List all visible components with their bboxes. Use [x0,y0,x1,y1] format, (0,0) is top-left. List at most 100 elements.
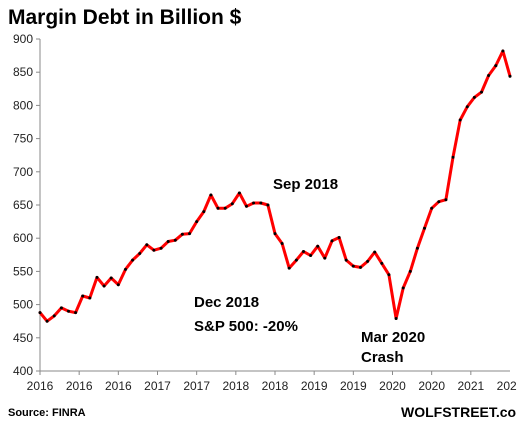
y-tick-label: 900 [13,32,33,46]
data-point [74,311,78,315]
brand-label: WOLFSTREET.com [401,404,517,420]
data-point [131,258,135,262]
data-point [95,275,99,279]
data-point [152,248,156,252]
data-point [366,259,370,263]
data-point [116,283,120,287]
y-tick-label: 800 [13,98,33,112]
x-tick-label: 2018 [262,379,289,393]
data-point [124,267,127,271]
data-point [323,256,327,260]
data-point [173,238,177,242]
x-tick-label: 2019 [301,379,328,393]
y-tick-label: 650 [13,198,33,212]
data-point [223,206,227,210]
data-point [237,191,241,195]
data-point [59,306,63,310]
data-point [359,265,362,269]
data-point [145,243,149,247]
y-tick-label: 750 [13,132,33,146]
plot-area: 400 450 500 550 600 650 700 750 800 850 900 2016 201… [13,32,517,393]
data-point [344,258,348,262]
data-point [465,105,469,109]
data-point [216,206,220,210]
series-line-1 [494,49,512,78]
x-tick-label: 2021 [457,379,484,393]
annotation-label: S&P 500: -20% [194,318,298,335]
data-point [373,250,377,254]
data-point [394,317,398,320]
data-point [45,319,49,323]
data-point [494,64,498,68]
data-point [180,232,184,236]
data-point [316,244,320,248]
data-point [380,261,384,265]
data-point [309,254,313,257]
data-point [401,286,405,290]
x-tick-label: 2020 [418,379,445,393]
x-tick-label: 2016 [105,379,132,393]
data-point [266,203,270,207]
data-point [302,250,305,253]
data-point [252,201,256,205]
data-point [109,276,113,280]
data-point [508,74,512,78]
annotation-label: Dec 2018 [194,294,259,311]
x-tick-label: 2017 [144,379,171,393]
annotation-label: Crash [361,349,404,366]
data-point [437,200,441,204]
data-point [387,273,391,277]
x-tick-label: 2016 [66,379,93,393]
data-point [38,311,42,315]
data-point [337,236,341,239]
chart-title: Margin Debt in Billion $ [8,6,242,29]
data-point [415,246,419,250]
data-point [159,246,163,250]
data-point [188,232,191,236]
annotation-label: Sep 2018 [273,176,338,193]
data-point [102,284,106,288]
data-point [480,90,483,94]
data-point [458,118,462,122]
data-point [81,294,85,298]
y-tick-label: 700 [13,165,33,179]
data-point [501,49,505,53]
data-point [430,206,434,210]
data-point [408,269,412,273]
source-label: Source: FINRA [8,407,86,419]
data-point [202,210,206,214]
x-tick-label: 2019 [340,379,367,393]
x-tick-label: 2021 [497,379,517,393]
data-point [423,226,426,230]
y-tick-label: 500 [13,298,33,312]
y-tick-label: 550 [13,264,33,278]
annotation-label: Mar 2020 [361,329,425,346]
data-point [166,240,170,243]
x-tick-label: 2016 [27,379,54,393]
data-point [487,74,491,77]
data-point [88,296,92,300]
y-tick-label: 450 [13,331,33,345]
data-point [351,264,355,268]
x-tick-label: 2020 [379,379,406,393]
data-point [294,258,298,262]
data-point [330,239,334,243]
y-tick-label: 600 [13,231,33,245]
data-point [230,202,234,206]
data-point [52,314,56,318]
data-point [195,220,199,224]
data-point [259,201,263,205]
data-point [209,193,213,197]
data-point [472,95,476,99]
series-line-0 [38,64,498,323]
data-point [67,309,70,313]
data-point [280,242,284,245]
x-tick-label: 2017 [183,379,210,393]
x-tick-label: 2018 [222,379,249,393]
data-point [138,252,142,255]
data-point [444,198,448,202]
data-point [451,155,455,159]
data-point [245,204,248,208]
data-point [287,266,291,270]
